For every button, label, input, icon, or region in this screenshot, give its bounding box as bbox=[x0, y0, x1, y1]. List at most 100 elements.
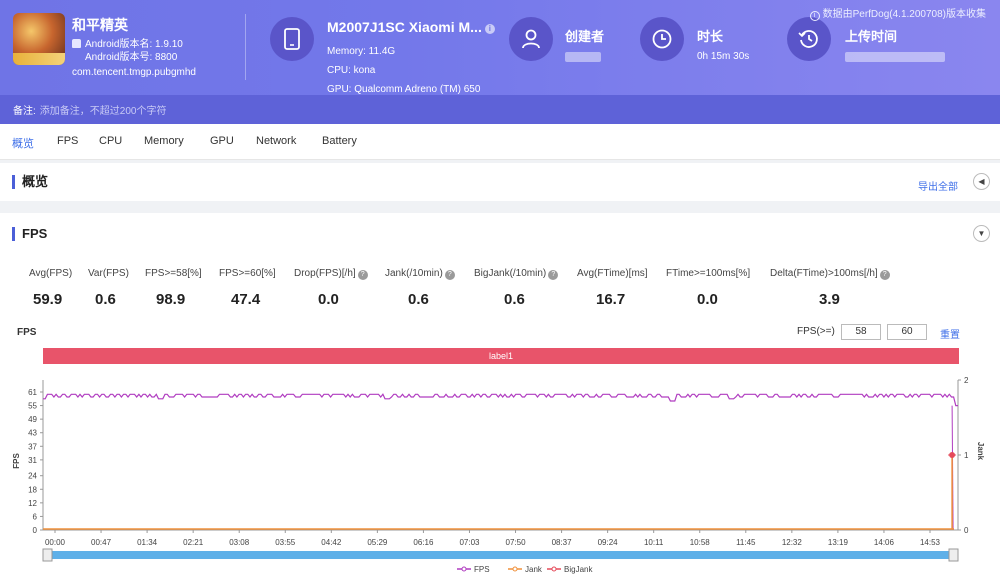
header-divider bbox=[245, 14, 246, 80]
y-tick-label: 31 bbox=[28, 456, 37, 465]
device-specs: Memory: 11.4G CPU: kona GPU: Qualcomm Ad… bbox=[327, 42, 480, 99]
y-tick-label: 6 bbox=[33, 512, 38, 521]
upload-value-blurred bbox=[845, 52, 945, 62]
info-icon: i bbox=[809, 11, 820, 21]
x-tick-label: 02:21 bbox=[183, 538, 204, 547]
y-tick-label: 61 bbox=[28, 388, 37, 397]
export-all-link[interactable]: 导出全部 bbox=[918, 182, 958, 193]
x-tick-label: 00:00 bbox=[45, 538, 66, 547]
tab-fps[interactable]: FPS bbox=[57, 135, 79, 147]
metric-label: FPS>=60[%] bbox=[219, 268, 276, 279]
metric-value: 59.9 bbox=[33, 291, 63, 308]
y-tick-label: 37 bbox=[28, 442, 37, 451]
y-tick-label: 55 bbox=[28, 402, 37, 411]
metric-value: 98.9 bbox=[156, 291, 186, 308]
overview-card: 概览 导出全部 ◀ bbox=[0, 163, 1000, 201]
x-tick-label: 01:34 bbox=[137, 538, 158, 547]
device-info-icon[interactable]: i bbox=[484, 24, 495, 34]
metric-label: FTime>=100ms[%] bbox=[666, 268, 751, 279]
metric-value: 0.6 bbox=[95, 291, 116, 308]
x-tick-label: 05:29 bbox=[367, 538, 388, 547]
note-label: 备注: bbox=[13, 106, 36, 117]
y-tick-label: 18 bbox=[28, 485, 37, 494]
metric-value: 0.0 bbox=[697, 291, 718, 308]
label-bar[interactable]: label1 bbox=[43, 348, 959, 364]
x-tick-label: 00:47 bbox=[91, 538, 112, 547]
duration-value: 0h 15m 30s bbox=[697, 51, 750, 62]
tab-memory[interactable]: Memory bbox=[144, 135, 184, 147]
overview-title: 概览 bbox=[12, 175, 48, 189]
metric-value: 0.0 bbox=[318, 291, 339, 308]
fps-threshold-low-input[interactable]: 58 bbox=[841, 324, 881, 340]
phone-icon bbox=[270, 17, 314, 61]
report-header: 和平精英 Android版本名: 1.9.10 Android版本号: 8800… bbox=[0, 0, 1000, 124]
metric-value: 3.9 bbox=[819, 291, 840, 308]
x-tick-label: 13:19 bbox=[828, 538, 849, 547]
y-tick-label: 24 bbox=[28, 472, 37, 481]
x-tick-label: 07:03 bbox=[459, 538, 480, 547]
legend-marker bbox=[512, 566, 518, 572]
device-gpu: GPU: Qualcomm Adreno (TM) 650 bbox=[327, 84, 481, 95]
reset-button[interactable]: 重置 bbox=[940, 330, 960, 341]
tab-network[interactable]: Network bbox=[256, 135, 297, 147]
android-icon bbox=[72, 39, 81, 48]
tab-gpu[interactable]: GPU bbox=[210, 135, 234, 147]
tab-battery[interactable]: Battery bbox=[322, 135, 357, 147]
collapse-left-icon[interactable]: ◀ bbox=[973, 173, 990, 190]
y-tick-label: 12 bbox=[28, 499, 37, 508]
y-tick-label: 0 bbox=[33, 526, 38, 535]
y2-axis-label: Jank bbox=[976, 442, 985, 461]
metric-label: BigJank(/10min)? bbox=[474, 268, 559, 280]
app-package: com.tencent.tmgp.pubgmhd bbox=[72, 67, 196, 78]
x-tick-label: 10:58 bbox=[690, 538, 711, 547]
metric-label: Drop(FPS)[/h]? bbox=[294, 268, 368, 280]
help-icon[interactable]: ? bbox=[444, 270, 455, 280]
note-bar[interactable]: 备注: 添加备注，不超过200个字符 bbox=[0, 95, 1000, 124]
collect-note: i 数据由PerfDog(4.1.200708)版本收集 bbox=[809, 5, 986, 21]
x-tick-label: 14:06 bbox=[874, 538, 895, 547]
help-icon[interactable]: ? bbox=[357, 270, 368, 280]
fps-threshold-high-input[interactable]: 60 bbox=[887, 324, 927, 340]
fps-series-line bbox=[43, 393, 958, 407]
tab-cpu[interactable]: CPU bbox=[99, 135, 123, 147]
x-tick-label: 08:37 bbox=[552, 538, 573, 547]
y2-tick-label: 2 bbox=[964, 376, 969, 385]
x-tick-label: 14:53 bbox=[920, 538, 941, 547]
x-tick-label: 03:55 bbox=[275, 538, 296, 547]
metric-value: 47.4 bbox=[231, 291, 261, 308]
metric-value: 16.7 bbox=[596, 291, 626, 308]
x-tick-label: 03:08 bbox=[229, 538, 250, 547]
y-tick-label: 49 bbox=[28, 415, 37, 424]
creator-label: 创建者 bbox=[565, 29, 605, 44]
legend-label: FPS bbox=[474, 565, 490, 574]
device-memory: Memory: 11.4G bbox=[327, 46, 396, 57]
metric-label: FPS>=58[%] bbox=[145, 268, 202, 279]
y-axis-label: FPS bbox=[12, 453, 21, 469]
threshold-label: FPS(>=) bbox=[797, 326, 835, 337]
collapse-down-icon[interactable]: ▼ bbox=[973, 225, 990, 242]
metric-label: Avg(FPS) bbox=[29, 268, 73, 279]
help-icon[interactable]: ? bbox=[548, 270, 559, 280]
metric-label: Delta(FTime)>100ms[/h]? bbox=[770, 268, 890, 280]
range-slider bbox=[43, 551, 958, 559]
legend-label: Jank bbox=[525, 565, 543, 574]
metric-label: Jank(/10min)? bbox=[385, 268, 455, 280]
help-icon[interactable]: ? bbox=[879, 270, 890, 280]
note-input[interactable]: 添加备注，不超过200个字符 bbox=[39, 106, 167, 117]
metric-value: 0.6 bbox=[504, 291, 525, 308]
x-tick-label: 11:45 bbox=[736, 538, 756, 547]
user-icon bbox=[509, 17, 553, 61]
y2-tick-label: 0 bbox=[964, 526, 969, 535]
tab-overview[interactable]: 概览 bbox=[12, 138, 34, 150]
y-tick-label: 43 bbox=[28, 429, 37, 438]
fps-section-title: FPS bbox=[12, 227, 47, 241]
metric-label: Var(FPS) bbox=[88, 268, 129, 279]
x-tick-label: 10:11 bbox=[644, 538, 664, 547]
x-tick-label: 09:24 bbox=[598, 538, 619, 547]
x-tick-label: 12:32 bbox=[782, 538, 803, 547]
range-handle-left bbox=[42, 548, 53, 562]
device-name: M2007J1SC Xiaomi M... i bbox=[327, 19, 495, 35]
clock-icon bbox=[640, 17, 684, 61]
app-version-name: Android版本名: 1.9.10 bbox=[85, 39, 183, 50]
range-handle-right bbox=[948, 548, 959, 562]
